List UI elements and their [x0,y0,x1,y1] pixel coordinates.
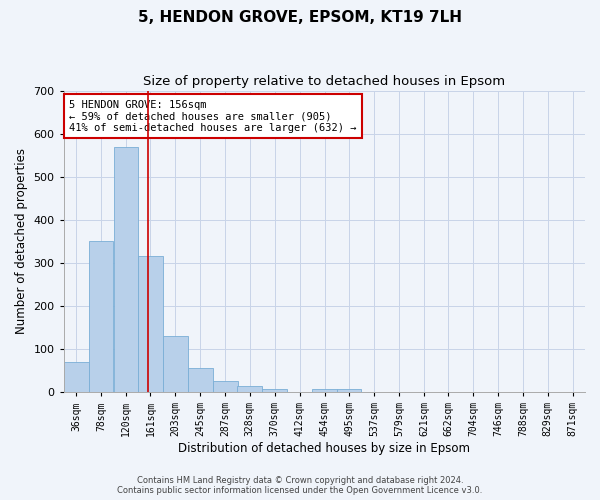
Bar [64,362,89,392]
Bar [114,146,139,392]
X-axis label: Distribution of detached houses by size in Epsom: Distribution of detached houses by size … [178,442,470,455]
Bar [213,382,238,392]
Y-axis label: Number of detached properties: Number of detached properties [15,148,28,334]
Text: 5 HENDON GROVE: 156sqm
← 59% of detached houses are smaller (905)
41% of semi-de: 5 HENDON GROVE: 156sqm ← 59% of detached… [69,100,356,133]
Bar [163,336,188,392]
Bar [89,242,113,392]
Bar [313,388,337,392]
Text: 5, HENDON GROVE, EPSOM, KT19 7LH: 5, HENDON GROVE, EPSOM, KT19 7LH [138,10,462,25]
Bar [238,386,262,392]
Text: Contains HM Land Registry data © Crown copyright and database right 2024.
Contai: Contains HM Land Registry data © Crown c… [118,476,482,495]
Bar [188,368,213,392]
Bar [262,388,287,392]
Bar [138,256,163,392]
Title: Size of property relative to detached houses in Epsom: Size of property relative to detached ho… [143,75,505,88]
Bar [337,388,361,392]
